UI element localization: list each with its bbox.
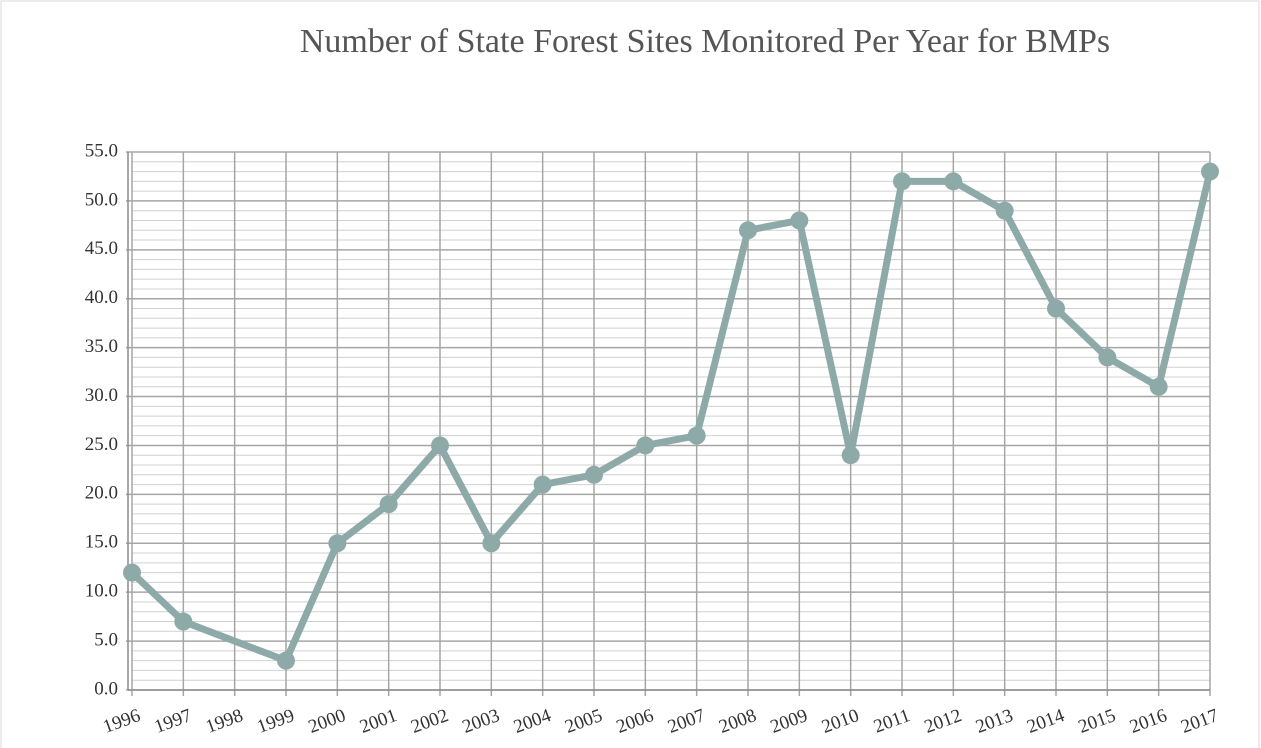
x-tick-label: 2009 <box>768 705 811 738</box>
point <box>636 436 655 455</box>
point <box>1201 162 1219 181</box>
x-tick-label: 1998 <box>203 705 246 738</box>
point <box>944 172 963 191</box>
point <box>1149 377 1168 396</box>
x-tick-label: 2001 <box>357 705 400 738</box>
x-tick-label: 2016 <box>1127 705 1170 738</box>
point <box>1098 348 1117 367</box>
y-tick-label: 5.0 <box>94 629 118 650</box>
point <box>431 436 449 455</box>
y-tick-label: 20.0 <box>85 483 118 504</box>
x-tick-label: 2011 <box>871 705 913 737</box>
point <box>995 201 1014 220</box>
x-tick-label: 2006 <box>614 705 657 738</box>
point <box>739 221 757 240</box>
point <box>585 465 603 484</box>
y-tick-label: 40.0 <box>85 287 118 308</box>
x-tick-label: 2012 <box>922 705 965 738</box>
y-tick-label: 50.0 <box>85 189 118 210</box>
x-tick-label: 1996 <box>100 705 143 738</box>
point <box>841 446 860 465</box>
x-tick-label: 2008 <box>716 705 759 738</box>
y-tick-label: 45.0 <box>85 238 118 259</box>
point <box>893 172 911 191</box>
x-tick-label: 2010 <box>819 705 862 738</box>
y-tick-label: 55.0 <box>85 140 118 161</box>
point <box>533 475 552 494</box>
point <box>277 651 295 670</box>
point <box>790 211 809 230</box>
x-tick-label: 1999 <box>254 705 297 738</box>
x-tick-label: 2007 <box>665 705 708 738</box>
point <box>174 612 193 631</box>
x-tick-label: 2015 <box>1076 705 1119 738</box>
point <box>328 534 347 553</box>
x-tick-label: 2003 <box>460 705 503 738</box>
point <box>123 563 141 582</box>
y-tick-label: 10.0 <box>85 581 118 602</box>
point <box>379 495 398 514</box>
x-tick-label: 2013 <box>973 705 1016 738</box>
point <box>687 426 706 445</box>
x-tick-label: 2000 <box>306 705 349 738</box>
x-tick-label: 2005 <box>562 705 605 738</box>
x-tick-label: 2017 <box>1178 705 1221 738</box>
y-tick-label: 25.0 <box>85 434 118 455</box>
y-tick-label: 15.0 <box>85 532 118 553</box>
x-tick-label: 2002 <box>408 705 451 738</box>
y-tick-label: 35.0 <box>85 336 118 357</box>
y-tick-label: 0.0 <box>94 678 118 699</box>
chart-title: Number of State Forest Sites Monitored P… <box>300 23 1110 60</box>
point <box>1047 299 1065 318</box>
x-tick-label: 2014 <box>1024 705 1067 738</box>
x-tick-label: 1997 <box>152 705 195 738</box>
y-tick-label: 30.0 <box>85 385 118 406</box>
x-tick-label: 2004 <box>511 705 554 738</box>
point <box>482 534 501 553</box>
